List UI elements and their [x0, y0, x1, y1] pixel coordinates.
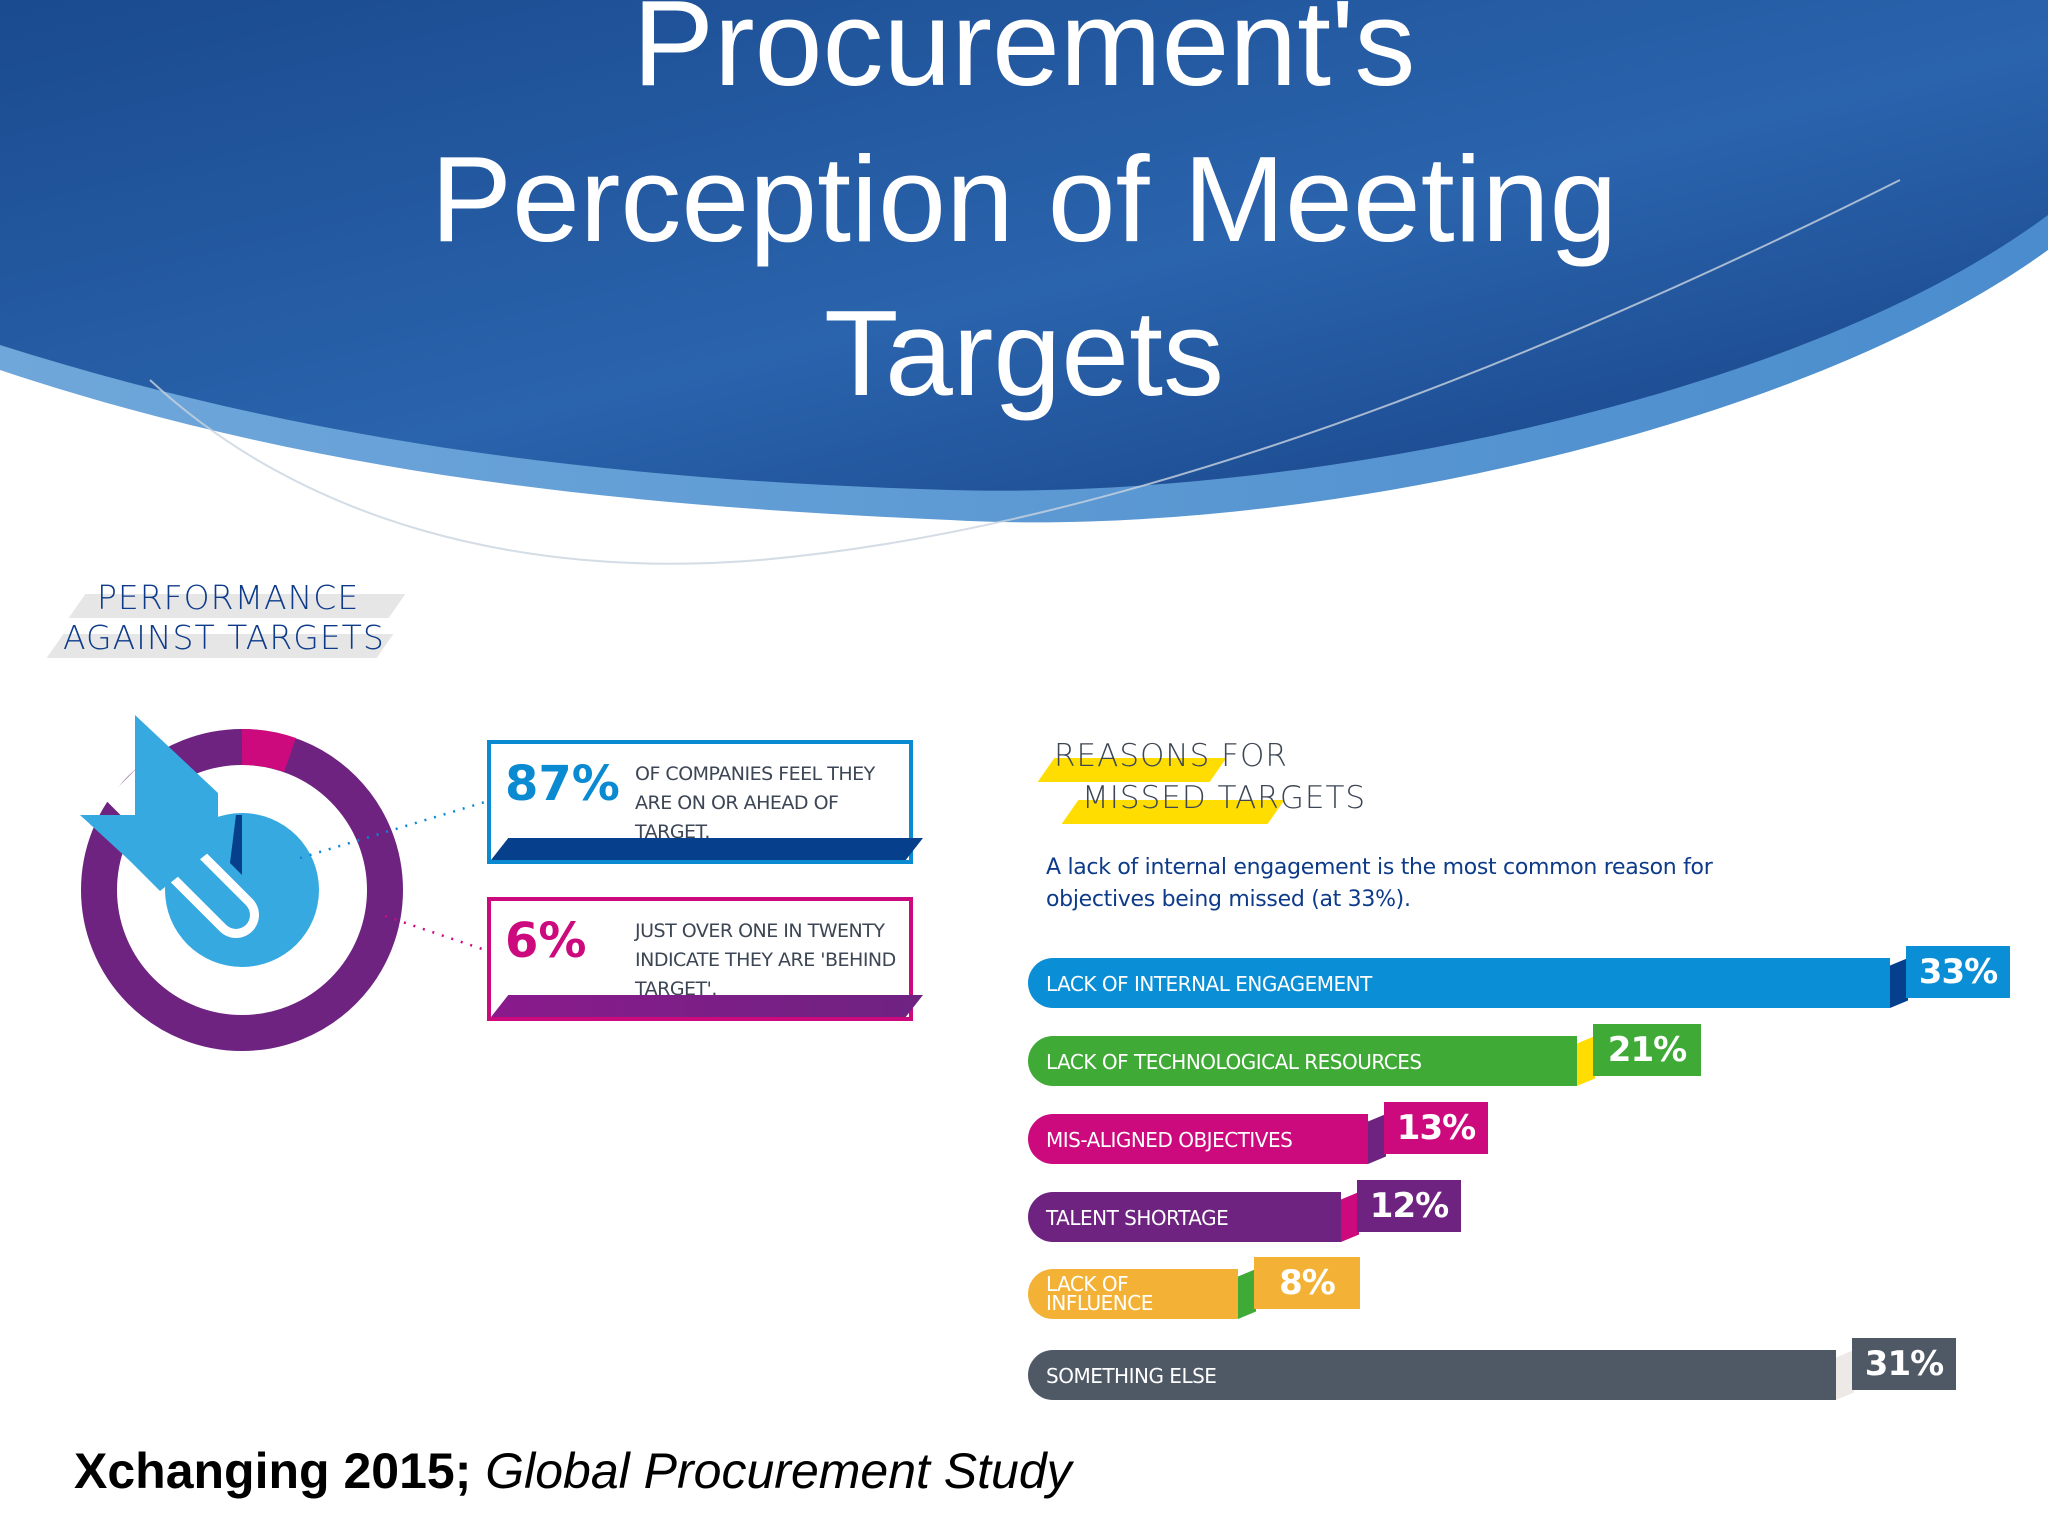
stat-text: JUST OVER ONE IN TWENTY INDICATE THEY AR…: [635, 920, 896, 1000]
stat-value: 6%: [505, 913, 587, 969]
source-italic: Global Procurement Study: [485, 1443, 1072, 1499]
bar-lack-of-technological-resources: LACK OF TECHNOLOGICAL RESOURCES 21%: [1028, 1024, 1728, 1112]
reasons-description: A lack of internal engagement is the mos…: [1046, 855, 1713, 912]
performance-label-line-2: AGAINST TARGETS: [63, 618, 385, 657]
header-wave-background: [0, 0, 2048, 565]
bar-something-else: SOMETHING ELSE 31%: [1028, 1338, 2028, 1426]
bar-value: 13%: [1384, 1102, 1488, 1154]
stat-box-on-target: 87% OF COMPANIES FEEL THEY ARE ON OR AHE…: [487, 740, 923, 864]
bar-value: 8%: [1254, 1257, 1360, 1309]
bar-value: 12%: [1357, 1180, 1461, 1232]
bar-value: 21%: [1593, 1024, 1701, 1076]
slide-title-line-3: Targets: [823, 285, 1225, 421]
source-bold: Xchanging 2015;: [74, 1443, 472, 1499]
bar-label: TALENT SHORTAGE: [1046, 1206, 1229, 1230]
bar-label: SOMETHING ELSE: [1046, 1364, 1217, 1388]
reasons-label-line-2: MISSED TARGETS: [1082, 780, 1367, 816]
bar-value: 33%: [1906, 946, 2010, 998]
source-citation: Xchanging 2015; Global Procurement Study: [74, 1442, 1072, 1500]
bar-mis-aligned-objectives: MIS-ALIGNED OBJECTIVES 13%: [1028, 1102, 1528, 1190]
slide-title-line-2: Perception of Meeting: [430, 131, 1618, 267]
reasons-section-label: REASONS FOR MISSED TARGETS: [1030, 738, 1390, 828]
bar-talent-shortage: TALENT SHORTAGE 12%: [1028, 1180, 1528, 1268]
stat-box-behind-target: 6% JUST OVER ONE IN TWENTY INDICATE THEY…: [487, 897, 923, 1021]
stat-box-base: [491, 995, 923, 1017]
bar-label: LACK OF INFLUENCE: [1046, 1272, 1153, 1315]
bar-lack-of-influence: LACK OF INFLUENCE 8%: [1028, 1257, 1428, 1345]
stat-value: 87%: [505, 756, 620, 812]
bar-label: LACK OF TECHNOLOGICAL RESOURCES: [1046, 1050, 1422, 1074]
target-with-arrow-icon: [80, 715, 403, 1051]
reasons-label-line-1: REASONS FOR: [1054, 738, 1288, 774]
performance-section-label: PERFORMANCE AGAINST TARGETS: [46, 578, 406, 668]
slide-title-line-1: Procurement's: [632, 0, 1416, 111]
bar-label: MIS-ALIGNED OBJECTIVES: [1046, 1128, 1293, 1152]
bar-lack-of-internal-engagement: LACK OF INTERNAL ENGAGEMENT 33%: [1028, 946, 2028, 1032]
connector-lines: [300, 800, 486, 952]
bar-label: LACK OF INTERNAL ENGAGEMENT: [1046, 972, 1372, 996]
performance-label-line-1: PERFORMANCE: [97, 578, 360, 617]
bar-value: 31%: [1852, 1338, 1956, 1390]
stat-box-base: [491, 838, 923, 860]
stat-text: OF COMPANIES FEEL THEY ARE ON OR AHEAD O…: [635, 763, 875, 843]
